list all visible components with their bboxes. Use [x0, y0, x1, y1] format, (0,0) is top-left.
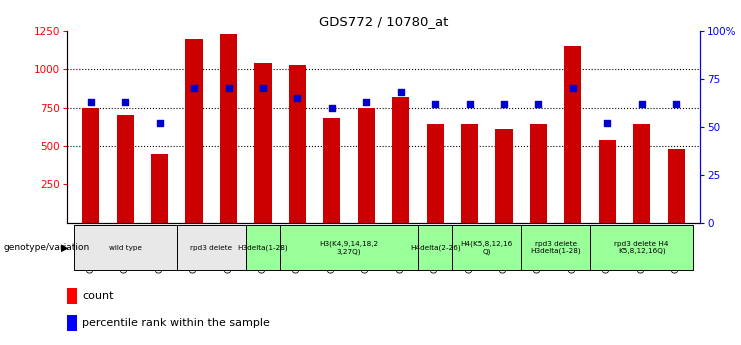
Point [85, 99, 97, 105]
Text: rpd3 delete H4
K5,8,12,16Q): rpd3 delete H4 K5,8,12,16Q) [614, 241, 669, 254]
Bar [530, 125, 547, 223]
Point [360, 99, 372, 105]
Bar [246, 225, 280, 270]
Text: H3delta(1-28): H3delta(1-28) [238, 244, 288, 251]
Point [291, 95, 303, 101]
Text: H3(K4,9,14,18,2
3,27Q): H3(K4,9,14,18,2 3,27Q) [319, 240, 379, 255]
Point [464, 101, 476, 107]
Bar [358, 108, 375, 223]
Point [602, 120, 614, 126]
Bar [185, 39, 203, 223]
Bar [461, 125, 478, 223]
Bar [82, 108, 99, 223]
Point [188, 86, 200, 91]
Point [222, 86, 234, 91]
Text: rpd3 delete: rpd3 delete [190, 245, 233, 250]
Bar [427, 125, 444, 223]
Text: wild type: wild type [109, 245, 142, 250]
Bar [323, 118, 340, 223]
Bar [633, 125, 651, 223]
Point [567, 86, 579, 91]
Bar [599, 140, 616, 223]
Text: rpd3 delete
H3delta(1-28): rpd3 delete H3delta(1-28) [531, 241, 581, 254]
Bar [220, 34, 237, 223]
Bar [254, 63, 271, 223]
Bar [418, 225, 452, 270]
Text: H4(K5,8,12,16
Q): H4(K5,8,12,16 Q) [461, 240, 513, 255]
Bar [590, 225, 694, 270]
Text: percentile rank within the sample: percentile rank within the sample [82, 318, 270, 328]
Text: genotype/variation: genotype/variation [4, 243, 90, 252]
Text: ▶: ▶ [61, 243, 68, 252]
Point [498, 101, 510, 107]
Bar [392, 97, 409, 223]
Bar [67, 288, 77, 304]
Bar [73, 225, 177, 270]
Point [257, 86, 269, 91]
Text: H4delta(2-26): H4delta(2-26) [410, 244, 460, 251]
Bar [280, 225, 418, 270]
Point [636, 101, 648, 107]
Point [533, 101, 545, 107]
Bar [289, 65, 306, 223]
Point [119, 99, 131, 105]
Point [670, 101, 682, 107]
Bar [116, 115, 134, 223]
Point [153, 120, 165, 126]
Bar [151, 154, 168, 223]
Bar [521, 225, 590, 270]
Bar [668, 149, 685, 223]
Bar [67, 315, 77, 331]
Bar [496, 129, 513, 223]
Point [395, 90, 407, 95]
Bar [452, 225, 521, 270]
Point [326, 105, 338, 110]
Text: count: count [82, 291, 113, 301]
Point [429, 101, 441, 107]
Title: GDS772 / 10780_at: GDS772 / 10780_at [319, 16, 448, 29]
Bar [177, 225, 246, 270]
Bar [564, 46, 582, 223]
